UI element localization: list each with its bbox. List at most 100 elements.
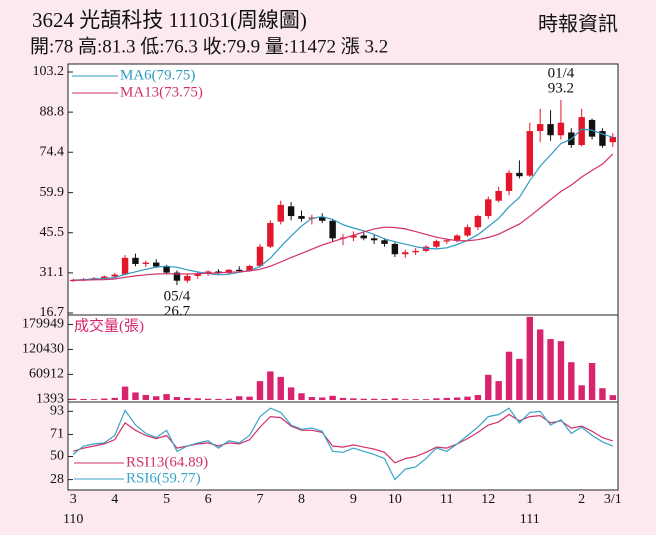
panel-title: 成交量(張)	[74, 316, 144, 334]
annotation-label: 05/4	[164, 289, 191, 305]
bar	[578, 385, 585, 400]
y-tick-label: 71	[50, 427, 64, 442]
candle-body	[121, 257, 129, 275]
candle-body	[495, 190, 502, 201]
x-tick-label: 10	[388, 492, 402, 507]
bar	[464, 396, 471, 400]
bar	[267, 371, 274, 400]
candle-body	[402, 252, 409, 255]
bar	[256, 381, 264, 400]
bar	[184, 397, 191, 400]
candle-body	[350, 235, 357, 238]
year-label: 110	[63, 512, 83, 527]
bar	[277, 376, 284, 400]
bar	[536, 329, 544, 400]
y-tick-label: 59.9	[40, 185, 65, 200]
bar	[402, 399, 409, 400]
candle-body	[547, 124, 554, 136]
candle-body	[256, 246, 264, 266]
candle-body	[370, 238, 378, 241]
candle-body	[101, 276, 108, 279]
y-tick-label: 28	[50, 472, 64, 487]
candle-body	[453, 235, 461, 241]
bar	[215, 398, 222, 400]
bar	[547, 339, 554, 400]
legend-label: MA6(79.75)	[120, 67, 195, 83]
candle-body	[267, 223, 274, 247]
bar	[236, 396, 243, 400]
bar	[308, 397, 316, 400]
bar	[609, 395, 617, 400]
bar	[485, 374, 492, 400]
series-line	[73, 128, 613, 281]
candle-body	[360, 235, 367, 239]
y-tick-label: 16.7	[40, 305, 65, 320]
x-tick-label: 5	[163, 492, 170, 507]
y-tick-label: 60912	[29, 367, 64, 382]
candle-body	[194, 273, 201, 276]
bar	[246, 396, 253, 400]
candle-body	[236, 269, 243, 272]
bar	[173, 397, 181, 400]
candle-body	[412, 250, 419, 253]
x-tick-label: 12	[481, 492, 495, 507]
candle-body	[464, 227, 471, 236]
candle-body	[69, 279, 77, 282]
chart-title: 3624 光頡科技 111031(周線圖)	[32, 8, 307, 32]
bar	[443, 397, 450, 400]
bar	[381, 398, 388, 400]
y-tick-label: 45.5	[40, 225, 65, 240]
stats: 開:78 高:81.3 低:76.3 收:79.9 量:11472 漲 3.2	[30, 35, 388, 57]
y-tick-label: 93	[50, 404, 64, 419]
bar	[360, 398, 367, 400]
bar	[474, 394, 482, 400]
bar	[69, 398, 77, 400]
candle-body	[132, 257, 139, 264]
series-line	[73, 153, 614, 281]
bar	[204, 398, 212, 400]
y-tick-label: 1393	[36, 392, 64, 407]
candle-body	[381, 240, 388, 244]
bar	[298, 393, 305, 400]
x-tick-label: 3	[70, 492, 77, 507]
x-tick-label: 11	[440, 492, 453, 507]
candle-body	[505, 172, 513, 191]
bar	[121, 386, 129, 400]
candle-body	[578, 117, 585, 145]
candle-body	[173, 272, 181, 281]
annotation-value: 93.2	[548, 80, 574, 96]
bar	[163, 394, 170, 400]
year-label: 111	[520, 512, 540, 527]
candle-body	[246, 265, 253, 271]
y-tick-label: 88.8	[40, 104, 65, 119]
candle-body	[225, 269, 233, 274]
bar	[568, 362, 575, 400]
y-tick-label: 50	[50, 449, 64, 464]
series-line	[72, 407, 614, 481]
bar	[132, 392, 139, 400]
bar	[495, 381, 502, 400]
bar	[142, 394, 150, 400]
x-tick-label: 7	[256, 492, 263, 507]
bar	[453, 397, 461, 400]
bar	[111, 397, 118, 400]
annotation-label: 01/4	[548, 65, 575, 81]
bar	[101, 398, 108, 400]
bar	[412, 399, 419, 400]
candle-body	[277, 204, 284, 222]
bar	[152, 396, 160, 400]
candle-body	[536, 124, 544, 132]
candle-body	[526, 131, 534, 176]
candle-body	[329, 220, 336, 239]
candle-body	[287, 206, 295, 217]
x-tick-label: 8	[298, 492, 305, 507]
y-tick-label: 120430	[22, 342, 64, 357]
candle-body	[599, 131, 606, 146]
candle-body	[485, 199, 492, 217]
candle-body	[516, 172, 523, 177]
plot-frame	[67, 63, 619, 491]
bar	[599, 388, 606, 400]
candle-body	[142, 262, 150, 264]
